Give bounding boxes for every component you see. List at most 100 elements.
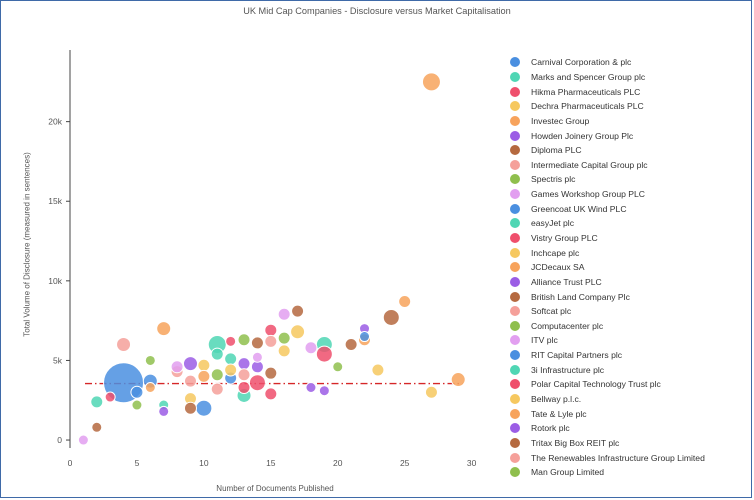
legend-label: Howden Joinery Group Plc [531,130,634,141]
legend-label: Man Group Limited [531,467,605,478]
legend-item[interactable]: Carnival Corporation & plc [510,55,750,70]
legend-marker [510,452,520,463]
legend-item[interactable]: Computacenter plc [510,319,750,334]
legend-marker [510,262,520,273]
legend-marker [510,437,520,448]
legend-label: British Land Company Plc [531,291,630,302]
legend-marker [510,218,520,229]
legend-label: ITV plc [531,335,558,346]
data-point [77,434,89,446]
legend-marker [510,364,520,375]
legend-item[interactable]: Intermediate Capital Group plc [510,157,750,172]
legend-item[interactable]: Games Workshop Group PLC [510,187,750,202]
legend-marker [510,159,520,170]
data-point [421,72,441,92]
data-point [156,321,172,337]
data-point [264,323,278,337]
legend-item[interactable]: Vistry Group PLC [510,231,750,246]
legend-item[interactable]: Greencoat UK Wind PLC [510,201,750,216]
data-point [210,382,224,396]
legend: Carnival Corporation & plc Marks and Spen… [510,55,750,480]
data-point [224,363,238,377]
data-point [371,363,385,377]
legend-marker [510,408,520,419]
legend-item[interactable]: Softcat plc [510,304,750,319]
data-point [195,399,213,417]
legend-marker [510,189,520,200]
data-point [318,385,330,397]
legend-label: Games Workshop Group PLC [531,189,645,200]
legend-label: Diploma PLC [531,145,582,156]
x-axis-label: Number of Documents Published [216,484,334,493]
data-point [305,382,317,394]
data-point [210,347,224,361]
legend-label: easyJet plc [531,218,574,229]
legend-item[interactable]: Investec Group [510,114,750,129]
data-point [144,354,156,366]
data-point [450,372,466,388]
legend-item[interactable]: Dechra Pharmaceuticals PLC [510,99,750,114]
legend-label: Rotork plc [531,423,570,434]
legend-item[interactable]: Tritax Big Box REIT plc [510,436,750,451]
y-axis-label: Total Volume of Disclosure (measured in … [22,152,32,337]
data-point [90,395,104,409]
y-tick-label: 15k [48,196,62,206]
x-tick-label: 25 [400,458,410,468]
legend-item[interactable]: Inchcape plc [510,245,750,260]
legend-item[interactable]: Tate & Lyle plc [510,406,750,421]
legend-item[interactable]: Marks and Spencer Group plc [510,70,750,85]
legend-label: Bellway p.l.c. [531,394,582,405]
data-point [277,344,291,358]
legend-item[interactable]: easyJet plc [510,216,750,231]
data-point [250,336,264,350]
data-point [237,381,251,395]
data-point [237,368,251,382]
legend-item[interactable]: British Land Company Plc [510,289,750,304]
legend-item[interactable]: Howden Joinery Group Plc [510,128,750,143]
legend-marker [510,247,520,258]
legend-label: Inchcape plc [531,247,580,258]
legend-marker [510,379,520,390]
legend-item[interactable]: RIT Capital Partners plc [510,348,750,363]
data-point [264,387,278,401]
legend-item[interactable]: The Renewables Infrastructure Group Limi… [510,450,750,465]
x-tick-label: 30 [467,458,477,468]
legend-item[interactable]: Diploma PLC [510,143,750,158]
data-point [116,337,132,353]
data-point [264,366,278,380]
legend-marker [510,335,520,346]
legend-item[interactable]: Bellway p.l.c. [510,392,750,407]
legend-item[interactable]: JCDecaux SA [510,260,750,275]
legend-marker [510,394,520,405]
data-point [225,335,237,347]
data-point [248,374,266,392]
y-tick-label: 20k [48,117,62,127]
legend-item[interactable]: Polar Capital Technology Trust plc [510,377,750,392]
legend-marker [510,291,520,302]
legend-item[interactable]: Man Group Limited [510,465,750,480]
legend-item[interactable]: ITV plc [510,333,750,348]
data-point [382,308,400,326]
data-point [277,307,291,321]
legend-marker [510,423,520,434]
y-tick-label: 0 [57,435,62,445]
data-point [183,401,197,415]
legend-item[interactable]: Alliance Trust PLC [510,275,750,290]
legend-marker [510,350,520,361]
data-point [251,351,263,363]
legend-item[interactable]: Rotork plc [510,421,750,436]
data-point [197,358,211,372]
legend-label: Greencoat UK Wind PLC [531,203,627,214]
legend-label: Spectris plc [531,174,576,185]
data-point [291,304,305,318]
legend-label: Investec Group [531,115,590,126]
data-point [104,391,116,403]
legend-label: The Renewables Infrastructure Group Limi… [531,452,705,463]
legend-item[interactable]: Hikma Pharmaceuticals PLC [510,84,750,99]
legend-item[interactable]: Spectris plc [510,172,750,187]
legend-marker [510,276,520,287]
legend-item[interactable]: 3i Infrastructure plc [510,362,750,377]
legend-label: Tate & Lyle plc [531,408,587,419]
legend-label: Tritax Big Box REIT plc [531,437,620,448]
